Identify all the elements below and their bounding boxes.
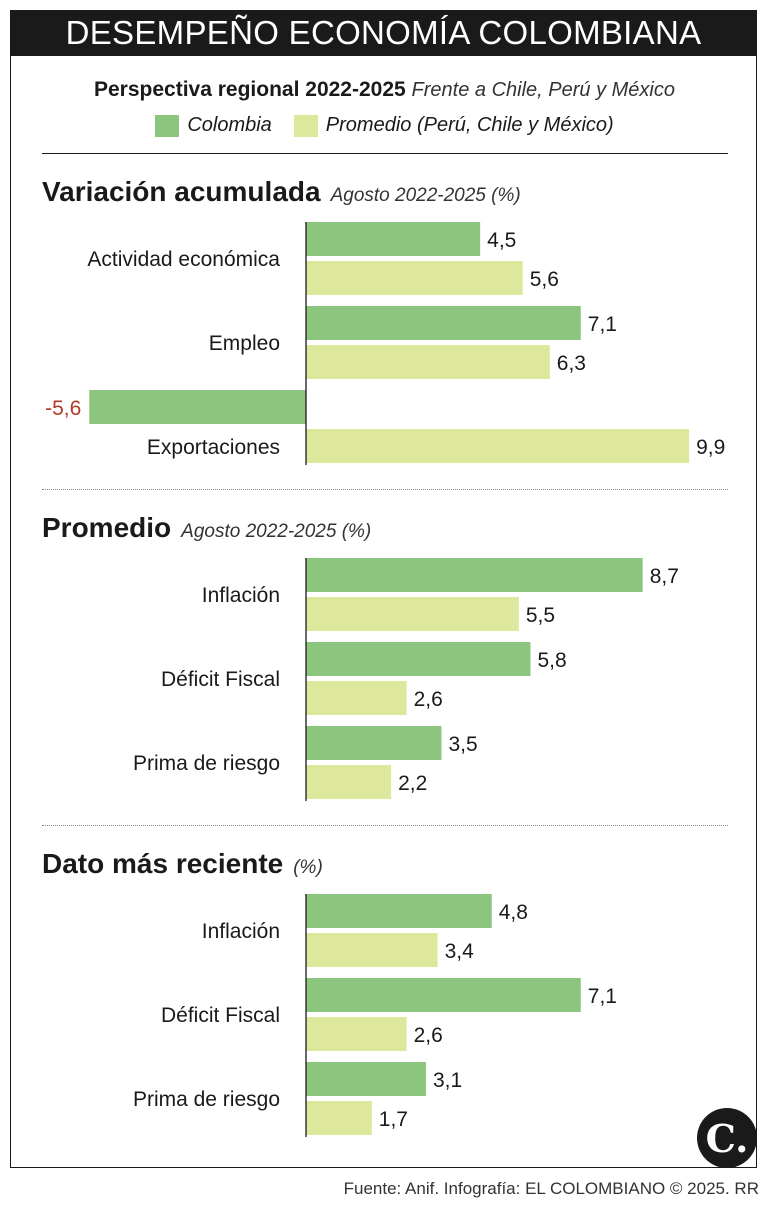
bar-promedio [306, 261, 523, 295]
chart-promedio: 8,7 5,5 Inflación 5,8 2,6 Déficit Fiscal 3,5 2,… [133, 558, 679, 801]
legend-swatch-promedio [293, 114, 318, 137]
bar-colombia [89, 390, 306, 424]
subtitle: Perspectiva regional 2022-2025 Frente a … [0, 78, 769, 102]
bar-promedio [306, 681, 407, 715]
legend-label-colombia: Colombia [187, 114, 272, 136]
data-label: 6,3 [557, 352, 586, 375]
bar-colombia [306, 978, 581, 1012]
section-title-variacion: Variación acumulada Agosto 2022-2025 (%) [42, 176, 521, 208]
data-label: 3,1 [433, 1069, 462, 1092]
data-label: 3,5 [448, 733, 477, 756]
category-label: Empleo [209, 332, 280, 355]
data-label: 5,6 [530, 268, 559, 291]
category-label: Prima de riesgo [133, 1088, 280, 1111]
data-label: 2,6 [414, 688, 443, 711]
bar-colombia [306, 306, 581, 340]
section-divider [42, 825, 728, 826]
subtitle-bold: Perspectiva regional 2022-2025 [94, 78, 406, 101]
data-label: 7,1 [588, 985, 617, 1008]
bar-colombia [306, 894, 492, 928]
chart-variacion-acumulada: 4,5 5,6 Actividad económica 7,16,3 Empleo -5,… [45, 222, 725, 465]
bar-promedio [306, 429, 690, 463]
bar-colombia [306, 726, 442, 760]
section-heading: Variación acumulada [42, 176, 321, 207]
bar-colombia [306, 642, 531, 676]
data-label: 5,5 [526, 604, 555, 627]
bar-promedio [306, 1101, 372, 1135]
subtitle-italic: Frente a Chile, Perú y México [411, 79, 675, 101]
category-label: Exportaciones [147, 436, 280, 459]
data-label: 2,6 [414, 1024, 443, 1047]
bar-promedio [306, 345, 550, 379]
bar-colombia [306, 558, 643, 592]
legend-item-promedio: Promedio (Perú, Chile y México) [293, 114, 614, 137]
category-label: Actividad económica [87, 248, 280, 271]
section-divider [42, 489, 728, 490]
data-label: 9,9 [696, 436, 725, 459]
category-label: Déficit Fiscal [161, 1004, 280, 1027]
bar-colombia [306, 1062, 426, 1096]
bar-promedio [306, 765, 392, 799]
bar-promedio [306, 1017, 407, 1051]
section-title-dato-reciente: Dato más reciente (%) [42, 848, 323, 880]
section-heading: Dato más reciente [42, 848, 284, 879]
data-label: 4,8 [499, 901, 528, 924]
data-label: 1,7 [379, 1108, 408, 1131]
data-label: 3,4 [445, 940, 475, 963]
legend-swatch-colombia [155, 114, 180, 137]
data-label: 8,7 [650, 565, 679, 588]
header-divider [42, 153, 728, 154]
data-label: 2,2 [398, 772, 427, 795]
section-heading: Promedio [42, 512, 172, 543]
el-colombiano-logo: C. [697, 1108, 757, 1168]
category-label: Déficit Fiscal [161, 668, 280, 691]
bar-promedio [306, 933, 438, 967]
legend-label-promedio: Promedio (Perú, Chile y México) [325, 114, 614, 136]
category-label: Inflación [202, 920, 280, 943]
category-label: Prima de riesgo [133, 752, 280, 775]
section-title-promedio: Promedio Agosto 2022-2025 (%) [42, 512, 371, 544]
legend-item-colombia: Colombia [155, 114, 272, 137]
data-label: 5,8 [537, 649, 566, 672]
bar-promedio [306, 597, 519, 631]
chart-dato-mas-reciente: 4,8 3,4 Inflación 7,1 2,6 Déficit Fiscal 3,1 1,… [133, 894, 617, 1137]
category-label: Inflación [202, 584, 280, 607]
section-subheading: Agosto 2022-2025 (%) [330, 185, 521, 206]
main-title: DESEMPEÑO ECONOMÍA COLOMBIANA [10, 10, 757, 56]
bar-colombia [306, 222, 481, 256]
section-subheading: Agosto 2022-2025 (%) [181, 521, 372, 542]
data-label: 7,1 [588, 313, 617, 336]
section-subheading: (%) [293, 857, 323, 878]
legend: Colombia Promedio (Perú, Chile y México) [0, 114, 769, 137]
source-footer: Fuente: Anif. Infografía: EL COLOMBIANO … [343, 1179, 759, 1198]
data-label: 4,5 [487, 229, 516, 252]
data-label: -5,6 [45, 397, 81, 420]
